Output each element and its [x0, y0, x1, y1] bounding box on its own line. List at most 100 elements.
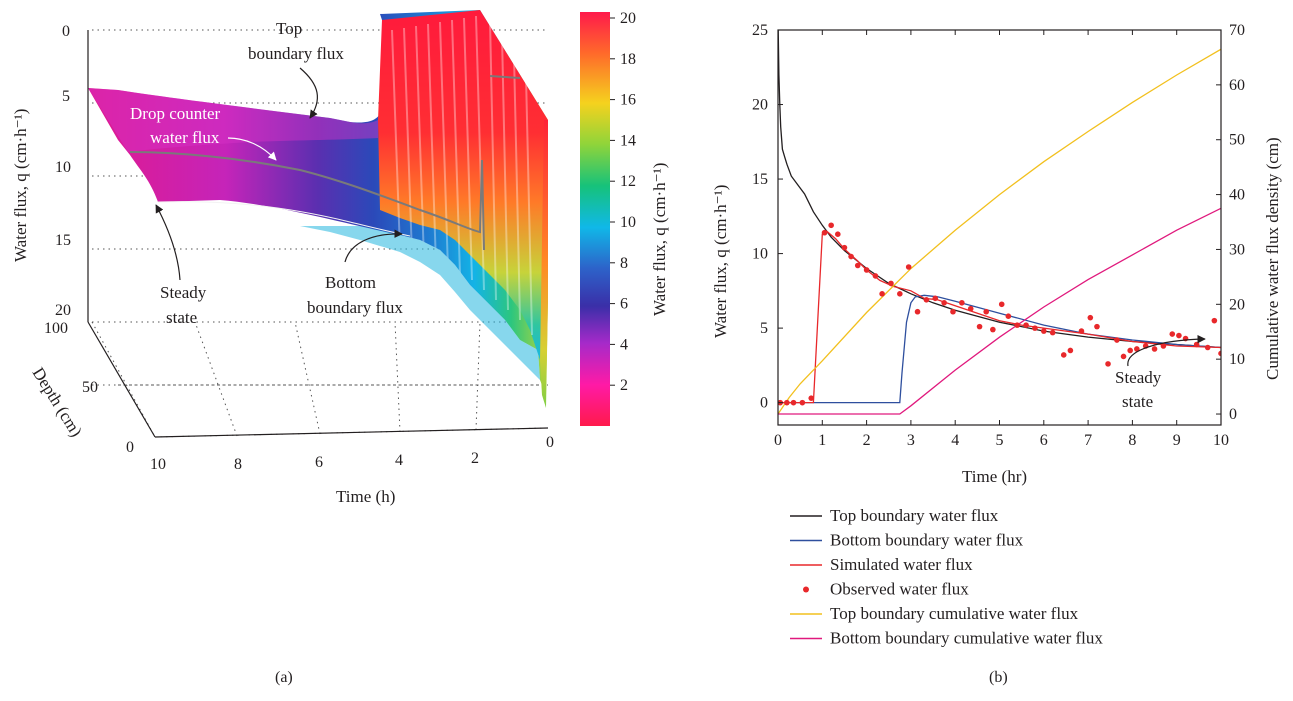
simulated-water-flux-line [778, 230, 1221, 404]
observed-point [959, 299, 965, 306]
observed-point [854, 262, 861, 269]
x-tick: 8 [234, 456, 242, 473]
observed-point [784, 399, 790, 406]
x-tick-b: 8 [1128, 432, 1136, 449]
observed-point [1120, 353, 1127, 360]
y-tick: 0 [62, 23, 70, 40]
observed-point [950, 308, 956, 315]
observed-point [897, 291, 903, 297]
y2-tick-b: 20 [1229, 296, 1245, 313]
panel-a-3d-surface: 0 5 10 15 20 100 50 0 10 8 6 4 2 0 Water… [11, 10, 669, 686]
annotation-bottom-2: boundary flux [307, 298, 403, 317]
annotation-steady-1: Steady [160, 283, 207, 302]
bottom-boundary-cumulative-water-flux-line [778, 207, 1221, 415]
x-axis-label-b: Time (hr) [962, 467, 1027, 486]
observed-point [941, 299, 947, 306]
observed-point [1023, 322, 1029, 328]
observed-point [1078, 328, 1085, 334]
observed-point [1160, 343, 1167, 349]
observed-point [1041, 328, 1047, 334]
flux-surface [88, 10, 548, 408]
observed-point [1049, 329, 1056, 336]
legend-marker [803, 586, 809, 593]
x-tick: 0 [546, 434, 554, 451]
x-tick: 2 [471, 450, 479, 467]
legend-label: Top boundary water flux [830, 506, 999, 525]
observed-point [1005, 313, 1012, 319]
y2-axis-label-b: Cumulative water flux density (cm) [1263, 137, 1282, 380]
observed-point [932, 295, 939, 302]
observed-point [1211, 317, 1218, 324]
y-ticks-a: 0 5 10 15 20 [55, 23, 71, 319]
y2-tick-b: 30 [1229, 241, 1245, 258]
colorbar-tick: 6 [620, 296, 628, 313]
y-tick: 5 [62, 88, 70, 105]
y2-tick-b: 10 [1229, 351, 1245, 368]
y2-tick-b: 0 [1229, 406, 1237, 423]
annotation-bottom-1: Bottom [325, 273, 376, 292]
annotation-top-1: Top [276, 19, 302, 38]
y-tick: 20 [55, 302, 71, 319]
x-tick-b: 1 [818, 432, 826, 449]
x-tick-b: 5 [996, 432, 1004, 449]
x-tick: 10 [150, 456, 166, 473]
y-tick-b: 5 [760, 320, 768, 337]
observed-point [1204, 344, 1211, 351]
legend: Top boundary water flux Bottom boundary w… [790, 506, 1103, 648]
annotation-steady-2: state [166, 308, 197, 327]
observed-point [1134, 346, 1140, 352]
x-tick: 6 [315, 454, 323, 471]
y-tick: 15 [55, 232, 71, 249]
observed-point [983, 308, 990, 315]
time-ticks-a: 10 8 6 4 2 0 [150, 434, 554, 473]
observed-point [790, 399, 797, 406]
observed-point [1127, 347, 1133, 354]
x-axis-label-a: Time (h) [336, 487, 395, 506]
observed-point [835, 231, 841, 238]
top-boundary-water-flux-line [778, 30, 1221, 349]
observed-point [1014, 322, 1021, 328]
colorbar-tick: 10 [620, 214, 636, 231]
depth-tick: 50 [82, 379, 98, 396]
observed-point [1032, 325, 1038, 331]
y-tick-b: 0 [760, 395, 768, 412]
observed-point [1105, 361, 1111, 367]
y2-tick-b: 40 [1229, 187, 1245, 204]
legend-label: Observed water flux [830, 580, 969, 599]
colorbar-gradient [580, 12, 610, 426]
observed-point [967, 305, 974, 312]
legend-label: Top boundary cumulative water flux [830, 604, 1079, 623]
observed-point [1193, 341, 1200, 348]
legend-label: Bottom boundary water flux [830, 531, 1024, 550]
axes-frame-a [87, 30, 549, 438]
observed-point [1169, 331, 1176, 337]
annotation-drop-1: Drop counter [130, 104, 221, 123]
observed-point [905, 264, 912, 270]
observed-point [914, 308, 921, 315]
y2-tick-b: 50 [1229, 132, 1245, 149]
x-tick-b: 7 [1084, 432, 1092, 449]
observed-point [1176, 332, 1182, 339]
colorbar-tick: 20 [620, 10, 636, 27]
observed-point [863, 267, 870, 273]
observed-point [828, 222, 834, 229]
y-tick: 10 [55, 159, 71, 176]
legend-label: Simulated water flux [830, 555, 973, 574]
observed-point [923, 296, 930, 303]
colorbar-tick: 8 [620, 255, 628, 272]
depth-tick: 0 [126, 439, 134, 456]
colorbar: 20 18 16 14 12 10 8 6 4 2 Water flux, q (cm·h⁻¹) [580, 10, 669, 426]
observed-point [799, 399, 806, 406]
observed-point [1094, 323, 1100, 330]
observed-point [1114, 337, 1120, 343]
depth-ticks: 100 50 0 [44, 320, 134, 456]
y-tick-b: 20 [752, 97, 768, 114]
x-tick-b: 6 [1040, 432, 1048, 449]
observed-point [821, 229, 828, 236]
colorbar-tick: 18 [620, 51, 636, 68]
observed-point [879, 291, 885, 297]
annotations-a: Top boundary flux Drop counter water flu… [130, 19, 403, 327]
x-tick-b: 0 [774, 432, 782, 449]
